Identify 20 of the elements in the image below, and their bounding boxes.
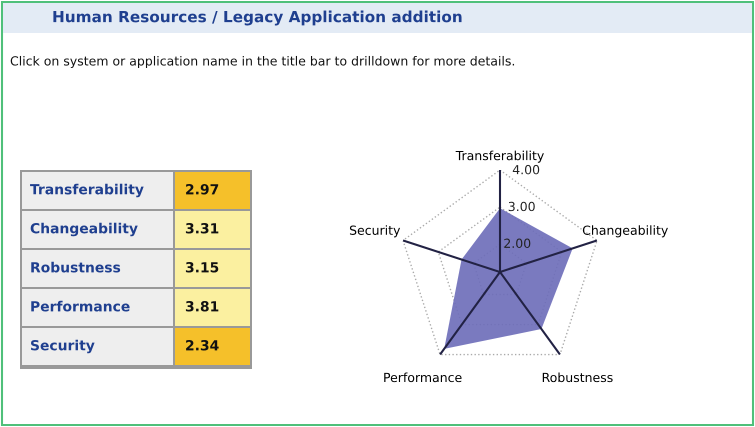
spoke-label: Changeability (582, 225, 668, 238)
text: Human Resources / Legacy Application addition (53, 10, 462, 26)
category-label: Performance (31, 300, 130, 312)
category-label: Transferability (30, 184, 144, 198)
text: 2.34 (186, 340, 219, 351)
category-label: Security (30, 340, 95, 354)
y-tick-label: 3.00 (508, 202, 535, 212)
y-tick-label: 4.00 (512, 164, 540, 174)
text: 3.31 (186, 223, 218, 234)
category-label: Changeability (30, 222, 138, 236)
category-label: Robustness (31, 262, 120, 273)
y-tick-label: 2.00 (504, 238, 530, 248)
spoke-label: Security (350, 225, 400, 238)
spoke-label: Robustness (542, 372, 613, 382)
text: 2.97 (186, 184, 218, 195)
text: 3.81 (186, 301, 218, 312)
spoke-label: Transferability (456, 150, 544, 163)
text: 3.15 (186, 262, 218, 273)
text: Click on system or application name in the title bar to drilldown for more details. (10, 56, 514, 68)
spoke-label: Performance (384, 372, 462, 382)
